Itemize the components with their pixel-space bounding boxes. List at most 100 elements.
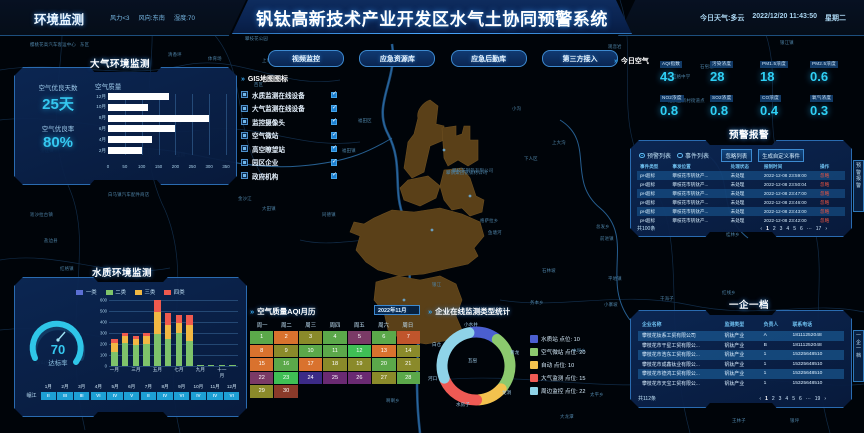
calendar-day-cell[interactable]: 7 bbox=[396, 331, 420, 344]
calendar-day-cell[interactable]: 11 bbox=[323, 344, 347, 357]
tab-emergency-logistics[interactable]: 应急后勤库 bbox=[450, 50, 527, 67]
pager-page[interactable]: 1 bbox=[766, 225, 769, 232]
table-row[interactable]: pH超标 攀枝花市钒钛产... 未处理 2022-12-08 23:43:00 忽略 bbox=[637, 207, 845, 216]
calendar-month-select[interactable]: 2022年11月 bbox=[374, 305, 420, 315]
enterprise-side-rail[interactable]: 一企一档 bbox=[853, 330, 864, 382]
cell-action-ignore[interactable]: 忽略 bbox=[820, 208, 830, 214]
table-row[interactable]: pH超标 攀枝花市钒钛产... 未处理 2022-12-08 23:47:00 忽略 bbox=[637, 189, 845, 198]
calendar-day-cell[interactable]: 6 bbox=[372, 331, 396, 344]
pager-page[interactable]: ··· bbox=[806, 225, 812, 232]
pager-page[interactable]: 5 bbox=[792, 395, 795, 402]
create-custom-event-button[interactable]: 生成自定义事件 bbox=[758, 149, 805, 162]
calendar-day-cell[interactable]: 27 bbox=[372, 371, 396, 384]
legend-item[interactable]: 一类 bbox=[76, 288, 96, 296]
calendar-day-cell[interactable]: 17 bbox=[298, 358, 323, 371]
calendar-day-cell[interactable]: 25 bbox=[323, 371, 347, 384]
calendar-day-cell[interactable]: 2 bbox=[274, 331, 298, 344]
donut-segment[interactable] bbox=[465, 326, 501, 344]
tab-emergency-resources[interactable]: 应急资源库 bbox=[359, 50, 436, 67]
calendar-day-cell[interactable]: 28 bbox=[396, 371, 420, 384]
table-row[interactable]: pH超标 攀枝花市钒钛产... 未处理 2022-12-08 23:42:00 忽略 bbox=[637, 216, 845, 225]
table-row[interactable]: 攀枝花市成鑫钛业有限公... 钒钛产业 1 15325648510 bbox=[638, 360, 844, 370]
checkbox-icon[interactable] bbox=[330, 117, 337, 125]
calendar-day-cell[interactable]: 15 bbox=[250, 358, 274, 371]
calendar-day-cell[interactable]: 4 bbox=[323, 331, 347, 344]
calendar-day-cell[interactable]: 30 bbox=[274, 385, 298, 398]
checkbox-icon[interactable] bbox=[330, 90, 337, 98]
cell-action-ignore[interactable]: 忽略 bbox=[820, 217, 830, 223]
pager-page[interactable]: 19 bbox=[814, 395, 821, 402]
table-row[interactable]: 攀枝花市浩东工贸有限公... 钒钛产业 1 15325648510 bbox=[638, 350, 844, 360]
gis-menu-item-1[interactable]: 大气监测在线设备 bbox=[241, 102, 337, 116]
calendar-day-cell[interactable]: 21 bbox=[396, 358, 420, 371]
calendar-day-cell[interactable]: 29 bbox=[250, 385, 274, 398]
calendar-day-cell[interactable]: 14 bbox=[396, 344, 420, 357]
calendar-day-cell[interactable]: 22 bbox=[250, 371, 274, 384]
table-row[interactable]: 攀枝花市干星工贸有限公... 钒钛产业 B 18111252048 bbox=[638, 341, 844, 351]
table-row[interactable]: 攀枝花市天宝工贸有限公... 钒钛产业 1 15325648510 bbox=[638, 379, 844, 389]
pager-page[interactable]: 5 bbox=[793, 225, 796, 232]
calendar-day-cell[interactable]: 13 bbox=[372, 344, 396, 357]
pager-page[interactable]: 4 bbox=[786, 225, 790, 232]
donut-segment[interactable] bbox=[491, 333, 516, 393]
pager-page[interactable]: 3 bbox=[779, 225, 783, 232]
legend-item[interactable]: 周边监控 点位: 22 bbox=[530, 384, 585, 397]
radio-event-list[interactable]: 事件列表 bbox=[677, 151, 709, 160]
gis-menu-item-5[interactable]: 园区企业 bbox=[241, 156, 337, 170]
pager-page[interactable]: 6 bbox=[799, 225, 803, 232]
pager-page[interactable]: 3 bbox=[778, 395, 782, 402]
pager-page[interactable]: 4 bbox=[785, 395, 789, 402]
checkbox-icon[interactable] bbox=[330, 158, 337, 166]
legend-item[interactable]: 二类 bbox=[106, 288, 126, 296]
tab-video-monitor[interactable]: 视频监控 bbox=[268, 50, 344, 67]
table-row[interactable]: pH超标 攀枝花市钒钛产... 未处理 2022-12-08 23:46:00 忽略 bbox=[637, 198, 845, 207]
pager-page[interactable]: 2 bbox=[772, 225, 776, 232]
pager-page[interactable]: 2 bbox=[771, 395, 775, 402]
calendar-day-cell[interactable]: 18 bbox=[323, 358, 347, 371]
radio-warning-list[interactable]: 预警列表 bbox=[639, 151, 671, 160]
legend-item[interactable]: 大气监测 点位: 15 bbox=[530, 371, 585, 384]
checkbox-icon[interactable] bbox=[330, 171, 337, 179]
cell-action-ignore[interactable]: 忽略 bbox=[820, 199, 830, 205]
calendar-day-cell[interactable]: 16 bbox=[274, 358, 298, 371]
calendar-day-cell[interactable]: 1 bbox=[250, 331, 274, 344]
checkbox-icon[interactable] bbox=[330, 104, 337, 112]
ignore-list-button[interactable]: 忽略列表 bbox=[721, 149, 752, 162]
alert-side-rail[interactable]: 预警报警 bbox=[853, 160, 864, 212]
gis-menu-item-2[interactable]: 监控摄像头 bbox=[241, 115, 337, 129]
pager-page[interactable]: ··· bbox=[805, 395, 811, 402]
gis-menu-item-4[interactable]: 高空瞭望站 bbox=[241, 142, 337, 156]
table-row[interactable]: 攀枝花钛系工贸有限公司 钒钛产业 A 18111252048 bbox=[638, 331, 844, 341]
pager-prev[interactable]: ‹ bbox=[759, 395, 762, 402]
calendar-day-cell[interactable]: 10 bbox=[298, 344, 323, 357]
tab-third-party-access[interactable]: 第三方接入 bbox=[541, 50, 618, 67]
table-row[interactable]: pH超标 攀枝花市钒钛产... 未处理 2022-12-08 23:59:00 忽略 bbox=[637, 171, 845, 180]
calendar-day-cell[interactable]: 26 bbox=[347, 371, 372, 384]
pager-next[interactable]: › bbox=[824, 395, 826, 402]
pager-prev[interactable]: ‹ bbox=[760, 225, 763, 232]
checkbox-icon[interactable] bbox=[330, 144, 337, 152]
gis-menu-item-3[interactable]: 空气微站 bbox=[241, 129, 337, 143]
legend-item[interactable]: 空气微站 点位: 20 bbox=[530, 345, 585, 358]
legend-item[interactable]: 水质站 点位: 10 bbox=[530, 332, 585, 345]
calendar-day-cell[interactable]: 3 bbox=[298, 331, 323, 344]
table-row[interactable]: 攀枝花市德鸿工贸有限公... 钒钛产业 1 15325648510 bbox=[638, 369, 844, 379]
pager-next[interactable]: › bbox=[825, 225, 827, 232]
table-row[interactable]: pH超标 攀枝花市钒钛产... 未处理 2022-12-08 23:50:04 忽略 bbox=[637, 180, 845, 189]
pager-page[interactable]: 1 bbox=[765, 395, 768, 402]
calendar-day-cell[interactable]: 8 bbox=[250, 344, 274, 357]
gis-menu-item-6[interactable]: 政府机构 bbox=[241, 169, 337, 183]
calendar-day-cell[interactable]: 24 bbox=[298, 371, 323, 384]
donut-segment[interactable] bbox=[436, 327, 475, 384]
legend-item[interactable]: 自动 点位: 10 bbox=[530, 358, 585, 371]
legend-item[interactable]: 三类 bbox=[135, 288, 155, 296]
legend-item[interactable]: 四类 bbox=[164, 288, 184, 296]
pager-page[interactable]: 6 bbox=[798, 395, 802, 402]
calendar-day-cell[interactable]: 9 bbox=[274, 344, 298, 357]
gis-menu-item-0[interactable]: 水质监测在线设备 bbox=[241, 88, 337, 102]
calendar-day-cell[interactable]: 12 bbox=[347, 344, 372, 357]
donut-segment[interactable] bbox=[473, 383, 507, 406]
checkbox-icon[interactable] bbox=[330, 131, 337, 139]
cell-action-ignore[interactable]: 忽略 bbox=[820, 190, 830, 196]
cell-action-ignore[interactable]: 忽略 bbox=[820, 172, 830, 178]
